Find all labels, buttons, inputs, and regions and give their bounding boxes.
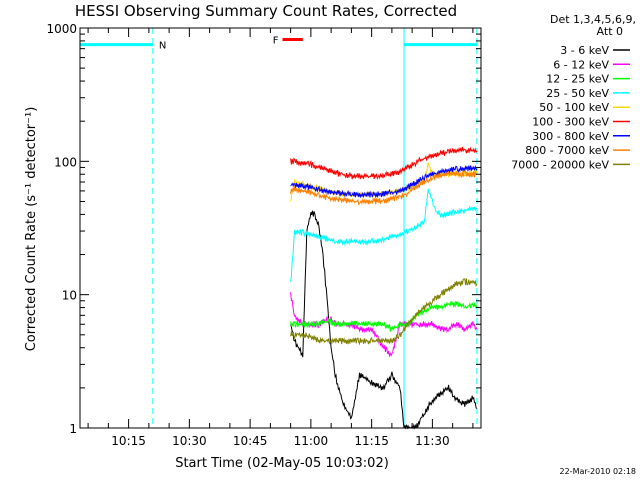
series-line-7 xyxy=(290,169,478,206)
series-line-6 xyxy=(290,164,478,199)
legend-entry-label-2: 12 - 25 keV xyxy=(546,73,609,86)
x-tick-label: 10:30 xyxy=(172,434,207,448)
state-bar-label-1: F xyxy=(273,35,279,46)
chart-title: HESSI Observing Summary Count Rates, Cor… xyxy=(75,2,457,20)
series-line-5 xyxy=(290,146,478,180)
series-line-2 xyxy=(290,300,478,332)
state-bar-label-0: N xyxy=(159,41,166,52)
x-tick-label: 10:15 xyxy=(111,434,146,448)
y-tick-label: 1000 xyxy=(46,22,77,36)
legend-entry-label-7: 800 - 7000 keV xyxy=(525,144,609,157)
legend-header-line-1: Det 1,3,4,5,6,9, xyxy=(550,13,636,26)
y-tick-label: 10 xyxy=(62,289,77,303)
legend-entry-label-5: 100 - 300 keV xyxy=(532,116,609,129)
legend-entry-label-3: 25 - 50 keV xyxy=(546,87,609,100)
series-line-8 xyxy=(290,278,478,346)
x-tick-label: 10:45 xyxy=(233,434,268,448)
x-axis-label: Start Time (02-May-05 10:03:02) xyxy=(175,456,389,471)
x-tick-label: 11:00 xyxy=(294,434,329,448)
legend-entry-label-1: 6 - 12 keV xyxy=(553,58,609,71)
legend-entry-label-6: 300 - 800 keV xyxy=(532,130,609,143)
y-tick-label: 100 xyxy=(54,155,77,169)
series-line-0 xyxy=(290,210,478,430)
legend-entry-label-4: 50 - 100 keV xyxy=(539,101,609,114)
footer-date: 22-Mar-2010 02:18 xyxy=(560,467,637,476)
series-line-3 xyxy=(290,188,478,282)
plot-area: N F 1 10 100 1000 10:15 10:30 10:45 11:00 11:15 11:… xyxy=(46,22,482,448)
x-tick-label: 11:30 xyxy=(415,434,450,448)
x-tick-label: 11:15 xyxy=(354,434,389,448)
y-tick-label: 1 xyxy=(69,422,77,436)
y-axis-label: Corrected Count Rate (s⁻¹ detector⁻¹) xyxy=(24,107,39,352)
axes-frame xyxy=(79,27,482,429)
legend-entry-label-8: 7000 - 20000 keV xyxy=(511,158,609,171)
legend-header-line-2: Att 0 xyxy=(597,25,623,38)
legend-entry-label-0: 3 - 6 keV xyxy=(560,44,609,57)
